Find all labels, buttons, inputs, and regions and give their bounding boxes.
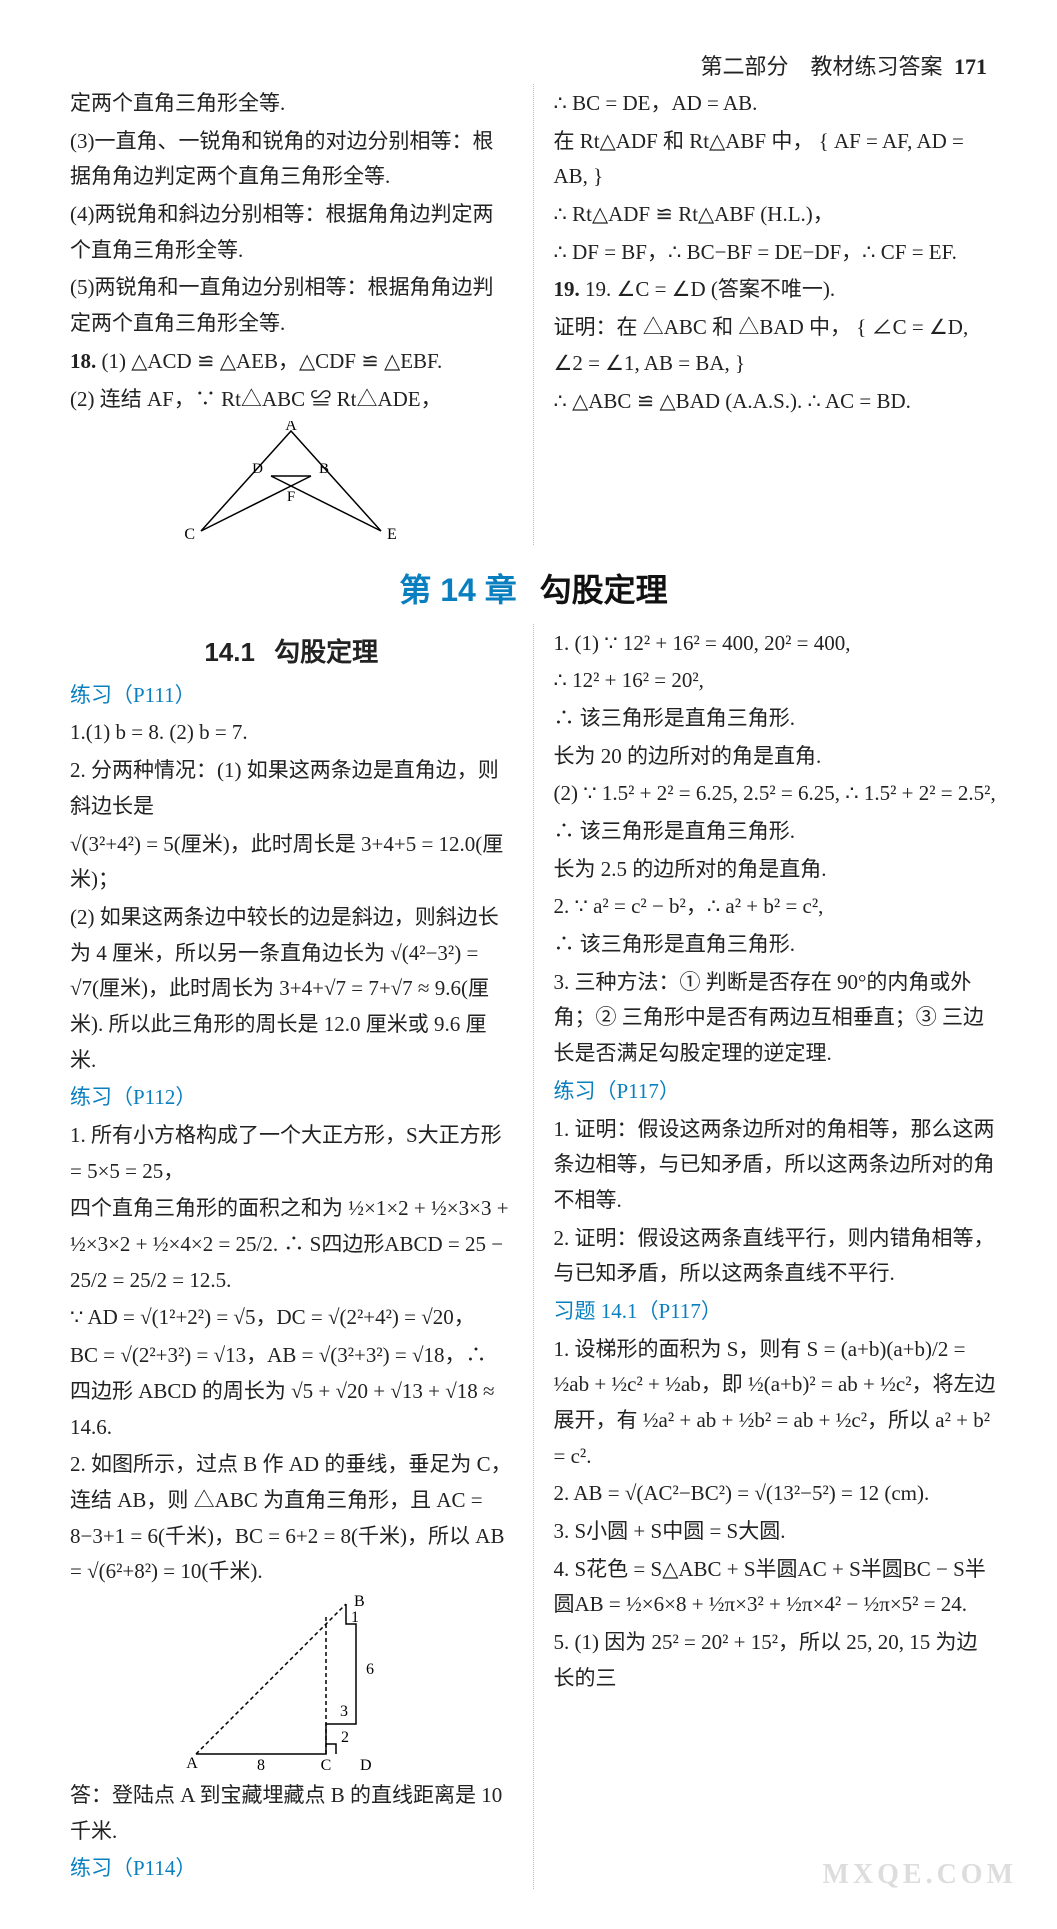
text-line: 长为 20 的边所对的角是直角. bbox=[554, 739, 998, 775]
text-span: 在 Rt△ADF 和 Rt△ABF 中， bbox=[554, 129, 814, 153]
text-span: 证明：在 △ABC 和 △BAD 中， bbox=[554, 315, 852, 339]
text-line: ∴ DF = BF，∴ BC−BF = DE−DF，∴ CF = EF. bbox=[554, 235, 998, 271]
text-line: 19. 19. ∠C = ∠D (答案不唯一). bbox=[554, 272, 998, 308]
fig-label: F bbox=[287, 489, 295, 505]
text-line: 1. (1) ∵ 12² + 16² = 400, 20² = 400, bbox=[554, 626, 998, 662]
text-line: (2) ∵ 1.5² + 2² = 6.25, 2.5² = 6.25, ∴ 1… bbox=[554, 776, 998, 812]
figure-right-triangle-abc: A B C D 8 2 3 6 1 bbox=[176, 1594, 406, 1774]
practice-label: 习题 14.1（P117） bbox=[554, 1294, 998, 1330]
text-span: (1) △ACD ≌ △AEB，△CDF ≌ △EBF. bbox=[102, 349, 443, 373]
text-line: ∴ 该三角形是直角三角形. bbox=[554, 701, 998, 737]
fig-label: 3 bbox=[340, 1703, 348, 1720]
practice-label: 练习（P112） bbox=[70, 1080, 513, 1116]
text-line: (5)两锐角和一直角边分别相等：根据角角边判定两个直角三角形全等. bbox=[70, 270, 513, 341]
text-line: 在 Rt△ADF 和 Rt△ABF 中， { AF = AF, AD = AB,… bbox=[554, 124, 998, 195]
text-line: 长为 2.5 的边所对的角是直角. bbox=[554, 852, 998, 888]
fig-label: D bbox=[252, 461, 263, 477]
fig-label: D bbox=[360, 1757, 372, 1774]
section-name: 勾股定理 bbox=[274, 637, 378, 667]
text-line: 2. 分两种情况：(1) 如果这两条边是直角边，则斜边长是 bbox=[70, 753, 513, 824]
practice-label: 练习（P111） bbox=[70, 678, 513, 714]
fig-label: A bbox=[285, 421, 297, 434]
page: 第二部分 教材练习答案 171 定两个直角三角形全等. (3)一直角、一锐角和锐… bbox=[0, 0, 1057, 1929]
page-header: 第二部分 教材练习答案 171 bbox=[700, 48, 987, 85]
text-line: 1. 所有小方格构成了一个大正方形，S大正方形 = 5×5 = 25， bbox=[70, 1118, 513, 1189]
fig-label: A bbox=[186, 1755, 198, 1772]
fig-label: E bbox=[387, 526, 397, 541]
text-line: 1. 设梯形的面积为 S，则有 S = (a+b)(a+b)/2 = ½ab +… bbox=[554, 1332, 998, 1475]
fig-label: 8 bbox=[257, 1757, 265, 1774]
fig-label: C bbox=[185, 526, 196, 541]
text-span: 19. ∠C = ∠D (答案不唯一). bbox=[585, 277, 835, 301]
text-line: 3. 三种方法：① 判断是否存在 90°的内角或外角；② 三角形中是否有两边互相… bbox=[554, 965, 998, 1072]
header-part: 第二部分 教材练习答案 bbox=[700, 54, 942, 79]
text-line: 2. AB = √(AC²−BC²) = √(13²−5²) = 12 (cm)… bbox=[554, 1476, 998, 1512]
text-line: 2. 如图所示，过点 B 作 AD 的垂线，垂足为 C，连结 AB，则 △ABC… bbox=[70, 1447, 513, 1590]
fig-label: B bbox=[319, 461, 329, 477]
text-line: ∴ 12² + 16² = 20², bbox=[554, 663, 998, 699]
text-line: (2) 连结 AF，∵ Rt△ABC ≌ Rt△ADE， bbox=[70, 382, 513, 418]
chapter-name: 勾股定理 bbox=[540, 572, 668, 608]
text-line: ∴ △ABC ≌ △BAD (A.A.S.). ∴ AC = BD. bbox=[554, 384, 998, 420]
text-line: 定两个直角三角形全等. bbox=[70, 86, 513, 122]
text-line: √(3²+4²) = 5(厘米)，此时周长是 3+4+5 = 12.0(厘米)； bbox=[70, 827, 513, 898]
chapter-num: 第 14 章 bbox=[399, 572, 516, 608]
text-line: 证明：在 △ABC 和 △BAD 中， { ∠C = ∠D, ∠2 = ∠1, … bbox=[554, 310, 998, 381]
upper-right-col: ∴ BC = DE，AD = AB. 在 Rt△ADF 和 Rt△ABF 中， … bbox=[534, 84, 998, 545]
practice-label: 练习（P114） bbox=[70, 1851, 513, 1887]
text-line: 1.(1) b = 8. (2) b = 7. bbox=[70, 715, 513, 751]
lower-right-col: 1. (1) ∵ 12² + 16² = 400, 20² = 400, ∴ 1… bbox=[534, 624, 998, 1889]
section-title: 14.1 勾股定理 bbox=[70, 630, 513, 674]
practice-label: 练习（P117） bbox=[554, 1074, 998, 1110]
text-line: 18. (1) △ACD ≌ △AEB，△CDF ≌ △EBF. bbox=[70, 344, 513, 380]
lower-left-col: 14.1 勾股定理 练习（P111） 1.(1) b = 8. (2) b = … bbox=[70, 624, 534, 1889]
text-line: 3. S小圆 + S中圆 = S大圆. bbox=[554, 1514, 998, 1550]
text-line: ∴ 该三角形是直角三角形. bbox=[554, 814, 998, 850]
watermark: MXQE.COM bbox=[822, 1851, 1017, 1899]
text-line: ∵ AD = √(1²+2²) = √5，DC = √(2²+4²) = √20… bbox=[70, 1300, 513, 1336]
lower-columns: 14.1 勾股定理 练习（P111） 1.(1) b = 8. (2) b = … bbox=[70, 624, 997, 1889]
text-line: 4. S花色 = S△ABC + S半圆AC + S半圆BC − S半圆AB =… bbox=[554, 1552, 998, 1623]
text-line: 2. ∵ a² = c² − b²，∴ a² + b² = c², bbox=[554, 889, 998, 925]
section-num: 14.1 bbox=[204, 637, 255, 667]
text-line: (2) 如果这两条边中较长的边是斜边，则斜边长为 4 厘米，所以另一条直角边长为… bbox=[70, 900, 513, 1078]
text-line: 2. 证明：假设这两条直线平行，则内错角相等，与已知矛盾，所以这两条直线不平行. bbox=[554, 1221, 998, 1292]
text-line: ∴ 该三角形是直角三角形. bbox=[554, 927, 998, 963]
fig-label: B bbox=[354, 1594, 365, 1610]
fig-label: 6 bbox=[366, 1661, 374, 1678]
text-line: 四个直角三角形的面积之和为 ½×1×2 + ½×3×3 + ½×3×2 + ½×… bbox=[70, 1191, 513, 1298]
fig-label: 2 bbox=[341, 1729, 349, 1746]
text-line: ∴ Rt△ADF ≌ Rt△ABF (H.L.)， bbox=[554, 197, 998, 233]
chapter-title: 第 14 章 勾股定理 bbox=[70, 563, 997, 617]
fig-label: 1 bbox=[351, 1609, 359, 1626]
text-line: BC = √(2²+3²) = √13，AB = √(3²+3²) = √18，… bbox=[70, 1338, 513, 1445]
text-line: (4)两锐角和斜边分别相等：根据角角边判定两个直角三角形全等. bbox=[70, 197, 513, 268]
text-line: (3)一直角、一锐角和锐角的对边分别相等：根据角角边判定两个直角三角形全等. bbox=[70, 124, 513, 195]
figure-triangle-acd-aeb: A C E D B F bbox=[181, 421, 401, 541]
fig-label: C bbox=[321, 1757, 332, 1774]
page-number: 171 bbox=[954, 54, 987, 79]
text-line: 1. 证明：假设这两条边所对的角相等，那么这两条边相等，与已知矛盾，所以这两条边… bbox=[554, 1112, 998, 1219]
upper-columns: 定两个直角三角形全等. (3)一直角、一锐角和锐角的对边分别相等：根据角角边判定… bbox=[70, 84, 997, 545]
text-line: ∴ BC = DE，AD = AB. bbox=[554, 86, 998, 122]
text-line: 5. (1) 因为 25² = 20² + 15²，所以 25, 20, 15 … bbox=[554, 1625, 998, 1696]
item-number: 18. bbox=[70, 349, 96, 373]
item-number: 19. bbox=[554, 277, 580, 301]
upper-left-col: 定两个直角三角形全等. (3)一直角、一锐角和锐角的对边分别相等：根据角角边判定… bbox=[70, 84, 534, 545]
text-line: 答：登陆点 A 到宝藏埋藏点 B 的直线距离是 10 千米. bbox=[70, 1778, 513, 1849]
